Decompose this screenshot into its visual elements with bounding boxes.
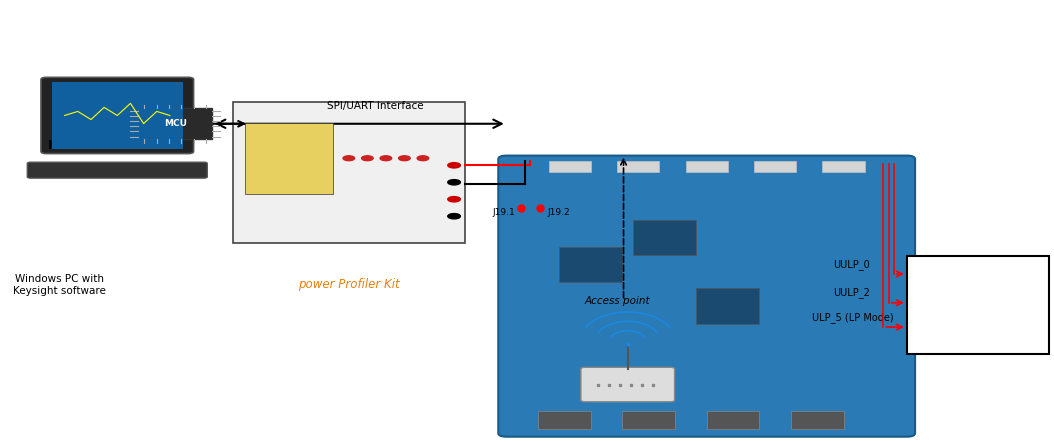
FancyBboxPatch shape [41,77,194,154]
Circle shape [398,156,410,160]
Bar [754,161,796,172]
Circle shape [343,156,354,160]
Bar [696,288,759,324]
Bar [245,123,333,194]
FancyBboxPatch shape [27,162,208,178]
Circle shape [380,156,392,160]
Text: ULP_5 (LP Mode): ULP_5 (LP Mode) [812,312,894,323]
Circle shape [448,163,461,168]
Bar [633,220,696,255]
Text: UULP_2: UULP_2 [833,287,870,298]
Text: UULP_0: UULP_0 [833,259,870,270]
Text: SPI/UART Interface: SPI/UART Interface [327,100,424,110]
Bar [560,247,623,282]
Text: J19.1: J19.1 [492,208,515,217]
FancyBboxPatch shape [581,367,675,402]
Bar [706,411,759,429]
Text: Access point: Access point [584,296,650,306]
FancyBboxPatch shape [906,256,1049,354]
Bar [822,161,864,172]
Circle shape [362,156,373,160]
Bar [549,161,591,172]
Bar [618,161,660,172]
Text: USB: USB [265,169,285,179]
FancyBboxPatch shape [138,108,212,139]
Circle shape [448,213,461,219]
FancyBboxPatch shape [52,82,183,149]
Text: Power Save
GPIOs to Host
MCU: Power Save GPIOs to Host MCU [932,283,1023,327]
Bar [623,411,676,429]
Text: power Profiler Kit: power Profiler Kit [298,278,399,291]
FancyBboxPatch shape [233,102,465,243]
Text: MCU: MCU [163,119,187,128]
FancyBboxPatch shape [499,156,915,437]
Circle shape [448,197,461,202]
Circle shape [448,179,461,185]
Bar [790,411,843,429]
Text: Host: Host [48,139,80,152]
Bar [539,411,591,429]
Text: Windows PC with
Keysight software: Windows PC with Keysight software [13,274,105,296]
Circle shape [417,156,429,160]
Bar [686,161,727,172]
Text: J19.2: J19.2 [548,208,570,217]
